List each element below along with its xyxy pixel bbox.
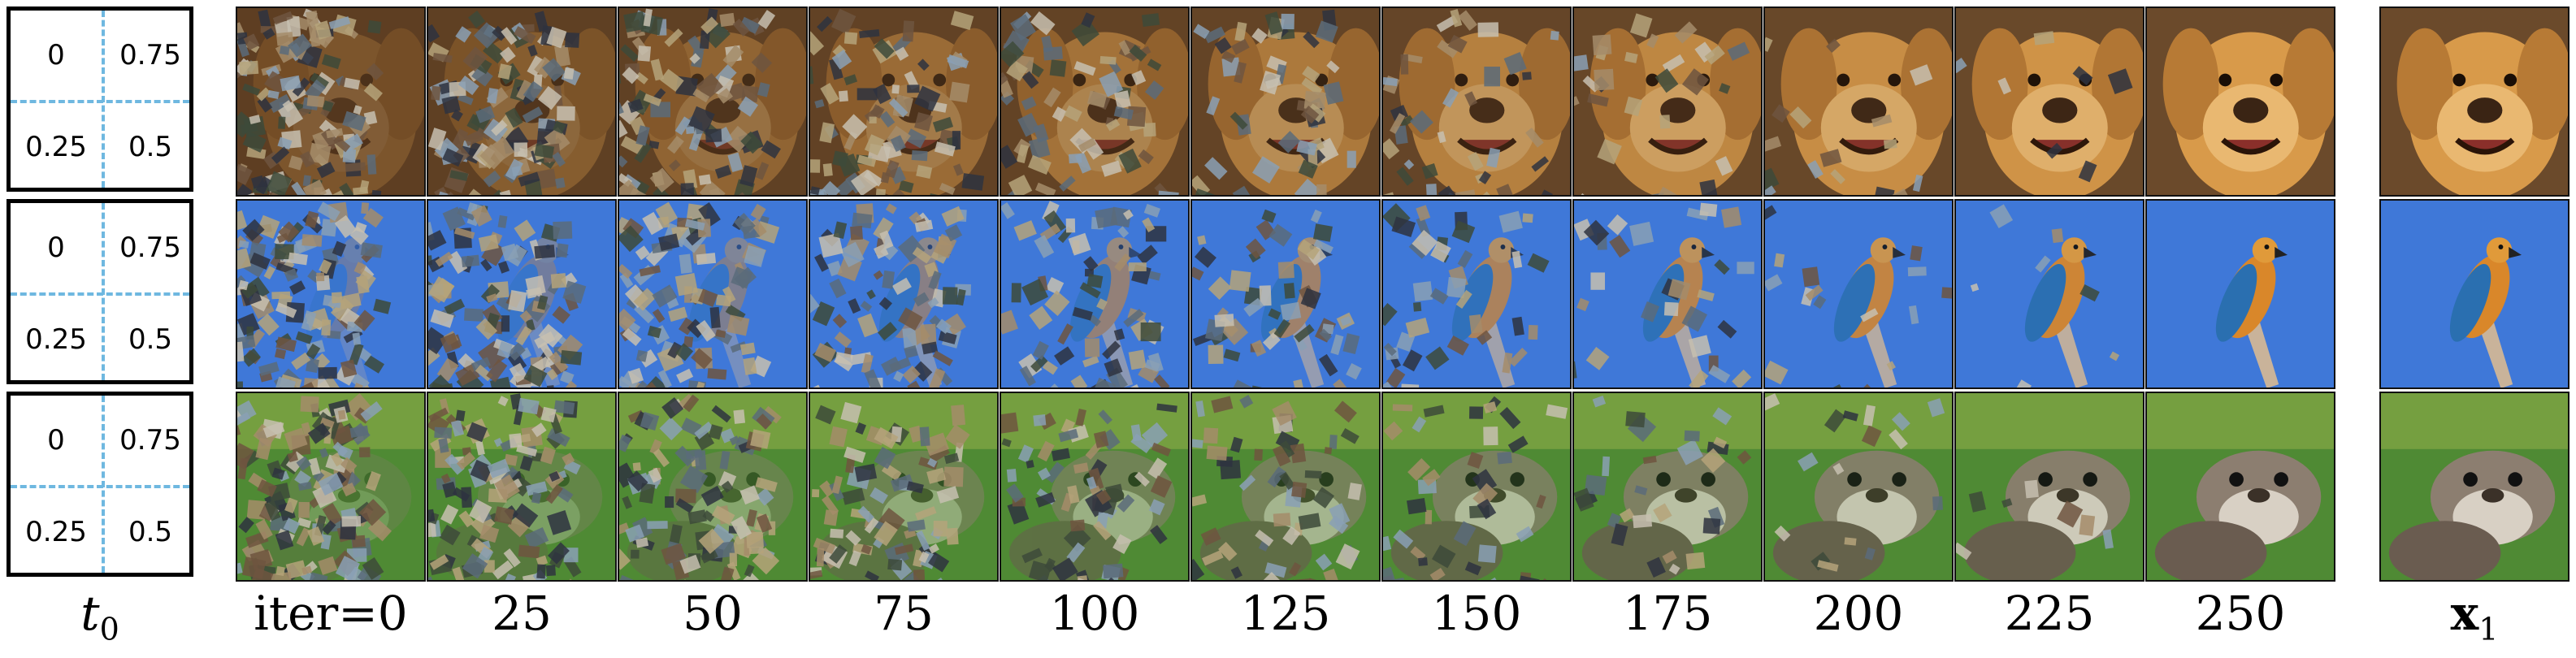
t0-cell-value: 0.25: [11, 295, 102, 384]
generated-image-otter: [1763, 392, 1954, 582]
generated-image-otter: [236, 392, 426, 582]
generated-image-parrot: [1763, 199, 1954, 389]
iteration-label: 75: [809, 585, 999, 642]
iteration-label: 50: [618, 585, 808, 642]
generated-image-parrot: [427, 199, 617, 389]
generated-image-dog: [1572, 6, 1763, 197]
t0-cell-value: 0.75: [105, 396, 196, 485]
generated-image-parrot: [1381, 199, 1572, 389]
iteration-label: 175: [1572, 585, 1763, 642]
t0-cell-value: 0: [11, 11, 102, 100]
t0-cell-value: 0.75: [105, 11, 196, 100]
iteration-label: 225: [1954, 585, 2144, 642]
generated-image-parrot: [2145, 199, 2335, 389]
target-image-dog: [2379, 6, 2569, 197]
generated-image-dog: [1381, 6, 1572, 197]
generated-image-dog: [1954, 6, 2144, 197]
generated-image-otter: [1000, 392, 1190, 582]
iteration-label: 125: [1190, 585, 1381, 642]
t0-cell-value: 0: [11, 396, 102, 485]
iteration-label: 100: [1000, 585, 1190, 642]
x1-label: x1: [2379, 585, 2569, 642]
generated-image-otter: [2145, 392, 2335, 582]
generated-image-otter: [1954, 392, 2144, 582]
generated-image-dog: [2145, 6, 2335, 197]
generated-image-parrot: [1954, 199, 2144, 389]
generated-image-parrot: [1000, 199, 1190, 389]
generated-image-otter: [1190, 392, 1381, 582]
generated-image-dog: [809, 6, 999, 197]
t0-cell-value: 0.25: [11, 102, 102, 192]
generated-image-otter: [809, 392, 999, 582]
generated-image-dog: [1763, 6, 1954, 197]
t0-cell-value: 0.75: [105, 203, 196, 292]
generated-image-otter: [1381, 392, 1572, 582]
iteration-label: 250: [2145, 585, 2335, 642]
generated-image-parrot: [1190, 199, 1381, 389]
target-image-parrot: [2379, 199, 2569, 389]
t0-cell-value: 0.25: [11, 487, 102, 577]
generated-image-parrot: [1572, 199, 1763, 389]
generated-image-otter: [618, 392, 808, 582]
generated-image-dog: [618, 6, 808, 197]
generated-image-otter: [427, 392, 617, 582]
iteration-label: 150: [1381, 585, 1572, 642]
t0-cell-value: 0.5: [105, 295, 196, 384]
generated-image-dog: [1000, 6, 1190, 197]
generated-image-parrot: [236, 199, 426, 389]
generated-image-parrot: [618, 199, 808, 389]
iteration-label: 200: [1763, 585, 1954, 642]
t0-cell-value: 0.5: [105, 487, 196, 577]
iteration-label: iter=0: [236, 585, 426, 642]
target-image-otter: [2379, 392, 2569, 582]
iteration-label: 25: [427, 585, 617, 642]
generated-image-parrot: [809, 199, 999, 389]
t0-label: t0: [7, 585, 193, 642]
generated-image-otter: [1572, 392, 1763, 582]
generated-image-dog: [236, 6, 426, 197]
t0-cell-value: 0.5: [105, 102, 196, 192]
t0-cell-value: 0: [11, 203, 102, 292]
generated-image-dog: [427, 6, 617, 197]
generated-image-dog: [1190, 6, 1381, 197]
